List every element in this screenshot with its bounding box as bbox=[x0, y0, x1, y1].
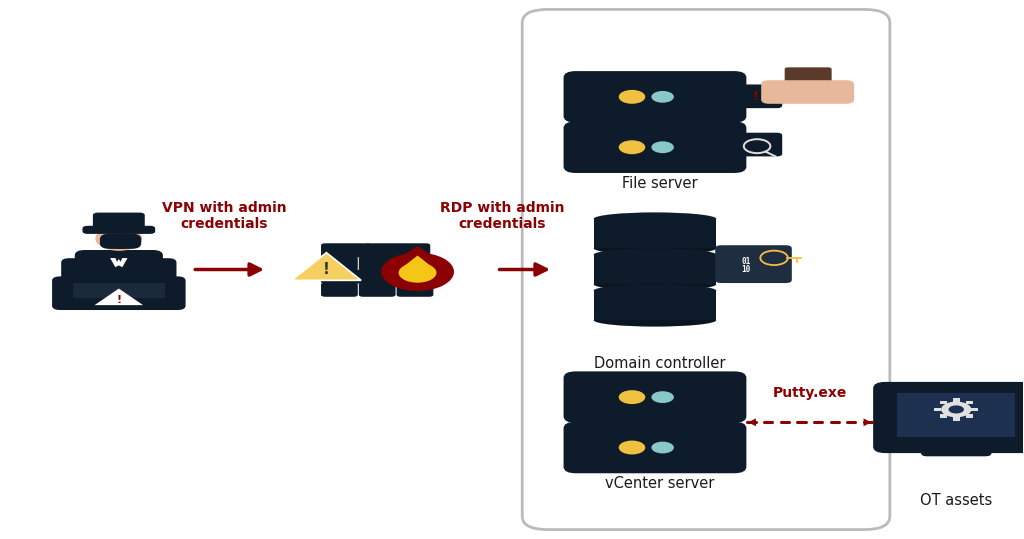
FancyBboxPatch shape bbox=[144, 258, 176, 284]
Text: VPN with admin
credentials: VPN with admin credentials bbox=[162, 201, 287, 231]
Ellipse shape bbox=[594, 284, 716, 297]
Circle shape bbox=[651, 441, 674, 453]
FancyBboxPatch shape bbox=[358, 257, 395, 271]
Circle shape bbox=[618, 390, 645, 404]
FancyBboxPatch shape bbox=[100, 233, 131, 249]
Text: vCenter server: vCenter server bbox=[605, 476, 715, 492]
FancyBboxPatch shape bbox=[563, 371, 746, 423]
Circle shape bbox=[618, 90, 645, 104]
FancyBboxPatch shape bbox=[322, 257, 357, 271]
FancyBboxPatch shape bbox=[396, 257, 433, 271]
Circle shape bbox=[618, 440, 645, 454]
FancyBboxPatch shape bbox=[897, 392, 1015, 437]
FancyBboxPatch shape bbox=[322, 282, 357, 297]
FancyBboxPatch shape bbox=[761, 80, 854, 104]
FancyBboxPatch shape bbox=[921, 447, 991, 457]
FancyBboxPatch shape bbox=[966, 414, 973, 418]
FancyBboxPatch shape bbox=[61, 258, 93, 284]
FancyBboxPatch shape bbox=[952, 398, 959, 402]
FancyBboxPatch shape bbox=[971, 407, 978, 411]
Circle shape bbox=[941, 402, 972, 417]
Circle shape bbox=[398, 263, 436, 282]
Polygon shape bbox=[116, 258, 122, 262]
FancyBboxPatch shape bbox=[873, 382, 1024, 453]
FancyBboxPatch shape bbox=[730, 86, 756, 92]
Polygon shape bbox=[111, 258, 128, 267]
FancyBboxPatch shape bbox=[75, 250, 163, 285]
FancyBboxPatch shape bbox=[730, 134, 756, 140]
FancyBboxPatch shape bbox=[940, 401, 947, 404]
Circle shape bbox=[381, 253, 454, 291]
Polygon shape bbox=[292, 253, 361, 280]
Ellipse shape bbox=[594, 248, 716, 261]
FancyBboxPatch shape bbox=[934, 407, 941, 411]
FancyBboxPatch shape bbox=[952, 417, 959, 421]
Text: Domain controller: Domain controller bbox=[594, 356, 726, 371]
Text: !: ! bbox=[323, 262, 330, 278]
Text: !: ! bbox=[117, 295, 122, 305]
Text: RDP with admin
credentials: RDP with admin credentials bbox=[439, 201, 564, 231]
FancyBboxPatch shape bbox=[111, 233, 141, 249]
FancyBboxPatch shape bbox=[322, 243, 371, 258]
Circle shape bbox=[95, 226, 142, 251]
FancyBboxPatch shape bbox=[322, 270, 371, 284]
Polygon shape bbox=[403, 255, 431, 266]
FancyBboxPatch shape bbox=[73, 283, 165, 298]
FancyBboxPatch shape bbox=[563, 71, 746, 122]
FancyBboxPatch shape bbox=[93, 212, 144, 232]
FancyBboxPatch shape bbox=[784, 67, 831, 89]
Circle shape bbox=[651, 391, 674, 403]
Circle shape bbox=[651, 91, 674, 103]
FancyBboxPatch shape bbox=[83, 226, 156, 234]
FancyBboxPatch shape bbox=[52, 277, 185, 310]
Text: !: ! bbox=[753, 90, 758, 103]
FancyBboxPatch shape bbox=[522, 9, 890, 530]
FancyBboxPatch shape bbox=[728, 133, 782, 156]
FancyBboxPatch shape bbox=[728, 85, 782, 108]
Circle shape bbox=[651, 141, 674, 153]
Text: Putty.exe: Putty.exe bbox=[772, 386, 847, 400]
FancyBboxPatch shape bbox=[940, 414, 947, 418]
Text: !: ! bbox=[753, 92, 758, 102]
FancyBboxPatch shape bbox=[594, 219, 716, 248]
FancyBboxPatch shape bbox=[594, 291, 716, 320]
FancyBboxPatch shape bbox=[966, 401, 973, 404]
FancyBboxPatch shape bbox=[358, 282, 395, 297]
Polygon shape bbox=[94, 288, 143, 305]
FancyBboxPatch shape bbox=[715, 245, 792, 283]
Polygon shape bbox=[385, 246, 451, 268]
FancyBboxPatch shape bbox=[365, 270, 430, 284]
Ellipse shape bbox=[594, 278, 716, 291]
Text: OT assets: OT assets bbox=[921, 493, 992, 508]
Circle shape bbox=[948, 405, 964, 413]
Text: 01: 01 bbox=[741, 257, 751, 266]
Text: File server: File server bbox=[623, 176, 698, 191]
FancyBboxPatch shape bbox=[396, 282, 433, 297]
FancyBboxPatch shape bbox=[563, 121, 746, 173]
FancyBboxPatch shape bbox=[948, 446, 964, 452]
Ellipse shape bbox=[594, 314, 716, 327]
FancyBboxPatch shape bbox=[594, 255, 716, 284]
FancyBboxPatch shape bbox=[365, 243, 430, 258]
FancyBboxPatch shape bbox=[563, 422, 746, 473]
Text: 10: 10 bbox=[741, 265, 751, 274]
Ellipse shape bbox=[594, 212, 716, 225]
Circle shape bbox=[618, 140, 645, 154]
Ellipse shape bbox=[594, 242, 716, 255]
